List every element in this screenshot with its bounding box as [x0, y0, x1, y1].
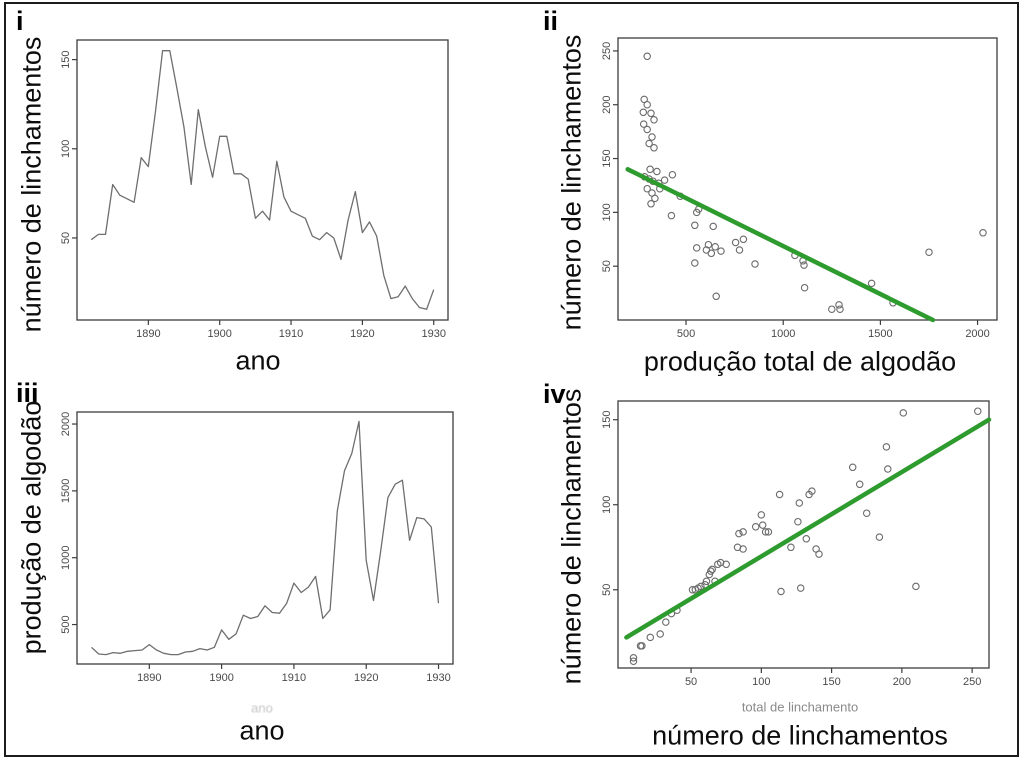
plot-area-ii: 500 1000 1500 2000 50 100 150 200 250	[601, 37, 998, 340]
x-axis-label-small-iii: ano	[251, 700, 273, 716]
svg-text:500: 500	[60, 615, 72, 633]
svg-text:100: 100	[752, 676, 770, 688]
svg-text:1500: 1500	[60, 479, 72, 503]
svg-text:1910: 1910	[282, 672, 306, 684]
svg-text:1930: 1930	[421, 328, 445, 340]
svg-text:50: 50	[685, 676, 697, 688]
svg-text:200: 200	[893, 676, 911, 688]
svg-text:1890: 1890	[137, 672, 161, 684]
svg-text:1910: 1910	[279, 328, 303, 340]
panel-label-ii: ii	[543, 6, 559, 36]
svg-text:1000: 1000	[60, 545, 72, 569]
x-axis-label-iii: ano	[239, 715, 285, 746]
svg-text:200: 200	[601, 96, 613, 114]
panel-label-iv: iv	[543, 379, 566, 409]
x-axis-label-i: ano	[235, 345, 281, 376]
svg-text:100: 100	[60, 140, 72, 158]
svg-text:2000: 2000	[60, 412, 72, 436]
svg-text:1930: 1930	[426, 672, 450, 684]
svg-text:50: 50	[601, 260, 613, 272]
svg-text:150: 150	[601, 411, 613, 429]
svg-text:50: 50	[60, 232, 72, 244]
svg-text:1900: 1900	[209, 672, 233, 684]
x-axis-label-iv: número de linchamentos	[652, 720, 948, 751]
svg-text:250: 250	[963, 676, 981, 688]
svg-text:100: 100	[601, 203, 613, 221]
svg-text:1920: 1920	[350, 328, 374, 340]
plot-area-iii: 1890 1900 1910 1920 1930 500 1000 1500 2000	[60, 411, 454, 684]
svg-text:250: 250	[601, 42, 613, 60]
svg-text:2000: 2000	[965, 328, 989, 340]
svg-text:1000: 1000	[771, 328, 795, 340]
svg-text:1500: 1500	[868, 328, 892, 340]
x-axis-label-small-iv: total de linchamento	[741, 699, 859, 715]
plot-area-i: 1890 1900 1910 1920 1930 50 100 150	[60, 39, 449, 340]
svg-text:100: 100	[601, 496, 613, 514]
svg-text:150: 150	[60, 50, 72, 68]
svg-text:1900: 1900	[207, 328, 231, 340]
panel-label-i: i	[16, 6, 24, 36]
plot-area-iv: 50 100 150 200 250 50 100 150	[601, 400, 992, 688]
figure-border	[4, 2, 1019, 757]
svg-text:150: 150	[822, 676, 840, 688]
svg-text:500: 500	[677, 328, 695, 340]
panel-label-iii: iii	[16, 378, 39, 408]
svg-text:1920: 1920	[354, 672, 378, 684]
x-axis-label-ii: produção total de algodão	[643, 346, 957, 377]
svg-text:150: 150	[601, 149, 613, 167]
svg-text:50: 50	[601, 584, 613, 596]
svg-text:1890: 1890	[136, 328, 160, 340]
